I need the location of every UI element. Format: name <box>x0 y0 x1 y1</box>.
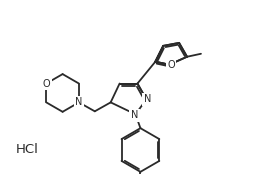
Text: O: O <box>167 60 175 70</box>
Text: N: N <box>144 94 151 104</box>
Text: N: N <box>75 97 82 107</box>
Text: O: O <box>42 79 50 89</box>
Text: HCl: HCl <box>16 143 39 156</box>
Text: N: N <box>131 110 138 120</box>
